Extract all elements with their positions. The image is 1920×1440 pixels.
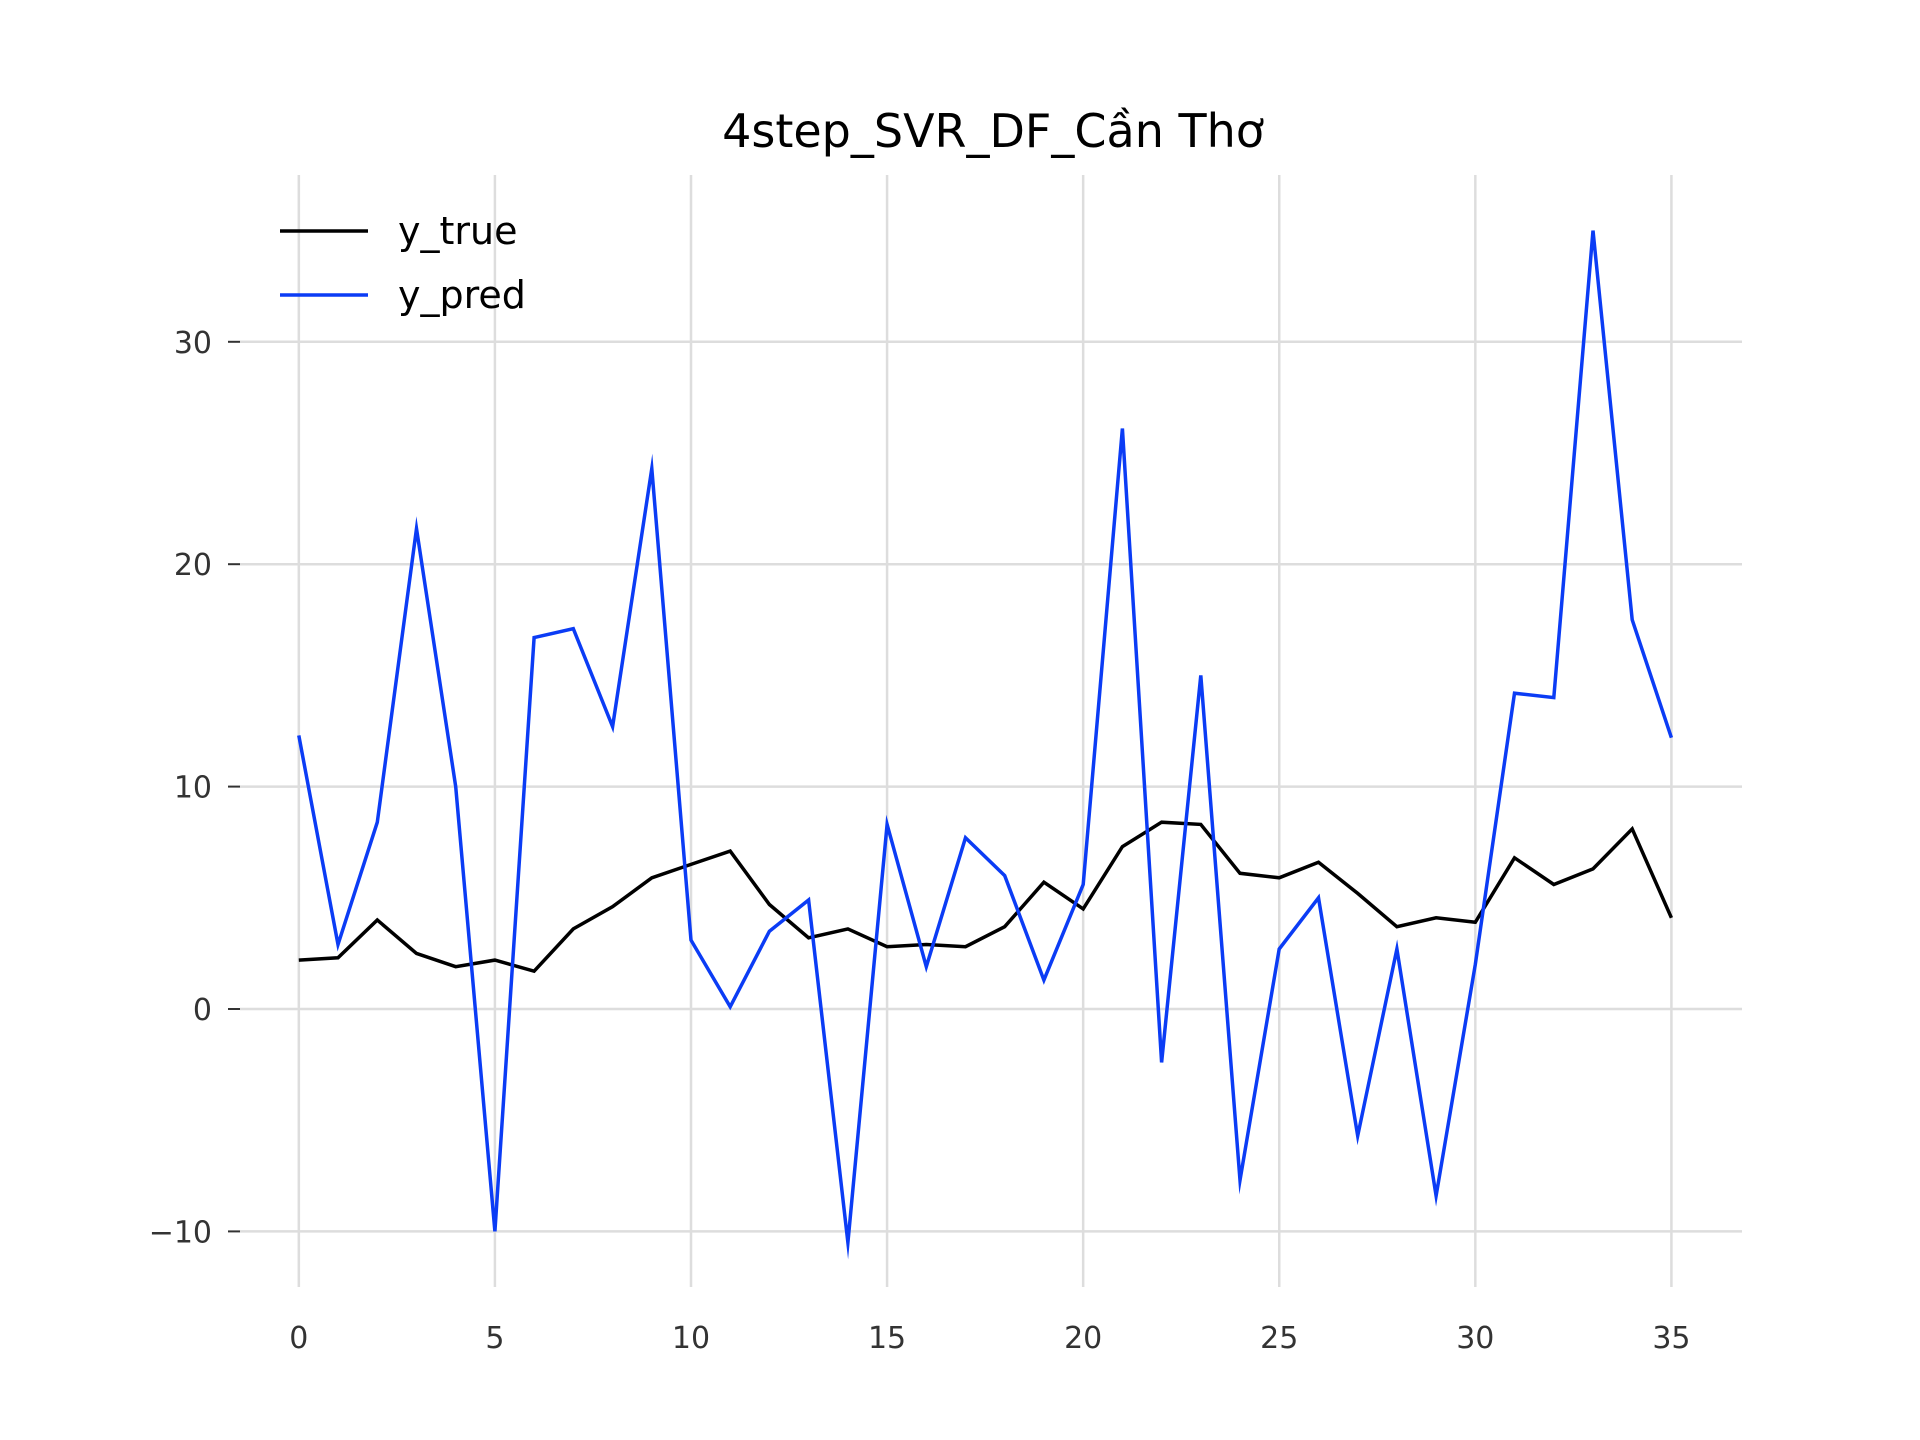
y-tick-label: 10 [174, 771, 212, 806]
legend-label: y_true [398, 209, 517, 253]
series-line-y-true [298, 820, 1674, 974]
y-tick-label: 20 [174, 548, 212, 583]
x-tick-label: 15 [868, 1321, 906, 1356]
x-tick-label: 25 [1260, 1321, 1298, 1356]
axis-ticks: 0 5 10 15 20 25 30 35 −10 0 10 20 30 [149, 326, 1691, 1356]
chart-title: 4step_SVR_DF_Cần Thơ [722, 104, 1264, 158]
x-tick-label: 20 [1064, 1321, 1102, 1356]
legend-label: y_pred [398, 273, 526, 317]
grid [240, 175, 1742, 1287]
x-tick-label: 30 [1456, 1321, 1494, 1356]
y-tick-label: −10 [149, 1215, 212, 1250]
x-tick-label: 35 [1652, 1321, 1690, 1356]
x-tick-label: 10 [672, 1321, 710, 1356]
x-tick-label: 5 [485, 1321, 504, 1356]
y-tick-label: 30 [174, 326, 212, 361]
series-line-y-pred [297, 230, 1674, 1260]
y-tick-label: 0 [193, 993, 212, 1028]
series-lines [297, 230, 1674, 1260]
legend: y_true y_pred [280, 209, 526, 317]
x-tick-label: 0 [289, 1321, 308, 1356]
